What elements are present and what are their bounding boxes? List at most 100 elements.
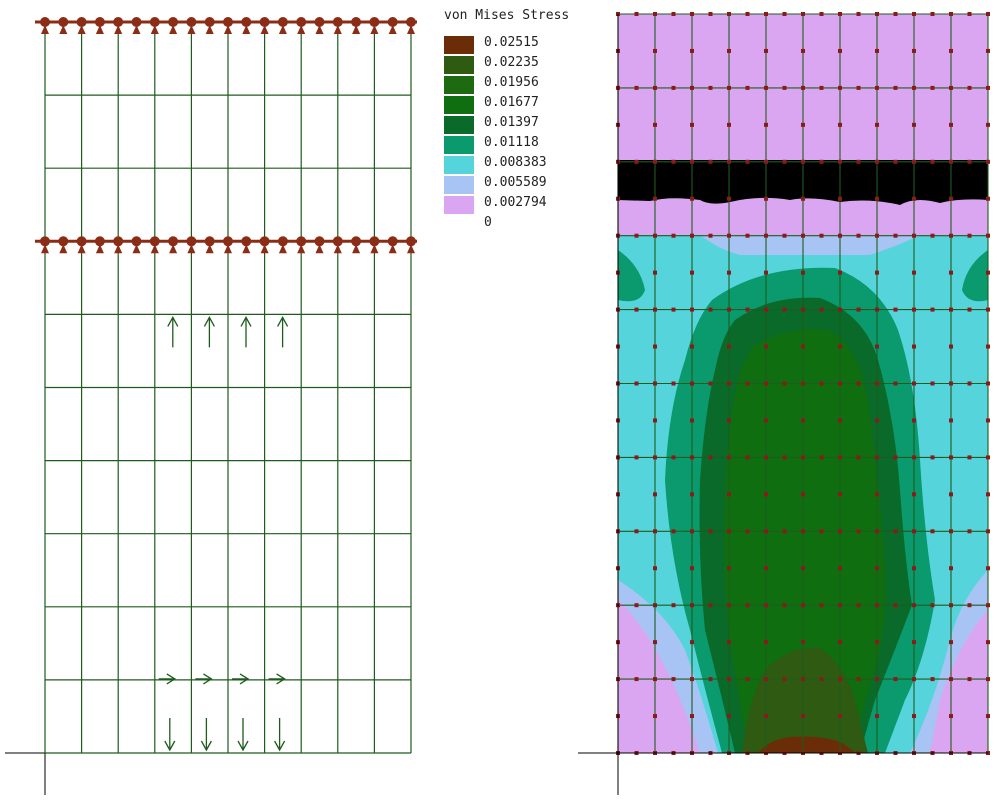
mesh-node	[838, 492, 842, 497]
mesh-node	[893, 603, 898, 608]
load-arrow-right	[195, 673, 213, 685]
mesh-node	[856, 603, 861, 608]
mesh-node	[875, 677, 879, 682]
mesh-node	[986, 159, 990, 164]
mesh-node	[708, 159, 713, 164]
mesh-node	[875, 529, 879, 534]
mesh-node	[801, 307, 805, 312]
support-icon	[406, 17, 416, 34]
mesh-node	[801, 603, 805, 608]
support-icon	[241, 236, 252, 254]
mesh-node	[690, 307, 694, 312]
support-icon	[296, 236, 307, 254]
mesh-node	[856, 677, 861, 682]
mesh-node	[801, 566, 805, 571]
mesh-node	[671, 603, 676, 608]
mesh-node	[986, 307, 990, 312]
mesh-node	[930, 529, 935, 534]
mesh-node	[967, 12, 972, 16]
mesh-node	[727, 159, 731, 164]
legend-label: 0.01677	[484, 95, 539, 110]
mesh-node	[819, 455, 824, 460]
mesh-node	[801, 677, 805, 682]
mesh-node	[967, 455, 972, 460]
mesh-node	[764, 529, 768, 534]
mesh-node	[634, 603, 639, 608]
mesh-node	[912, 714, 916, 719]
mesh-node	[764, 492, 768, 497]
mesh-node	[893, 12, 898, 16]
support-icon	[113, 236, 124, 254]
support-icon	[186, 236, 197, 254]
contour-band-0.01677	[724, 329, 886, 753]
mesh-node	[949, 270, 953, 275]
mesh-node	[875, 344, 879, 349]
mesh-node	[949, 566, 953, 571]
legend-swatch	[444, 56, 474, 74]
mesh-node	[764, 455, 768, 460]
mesh-node	[727, 455, 731, 460]
mesh-node	[671, 529, 676, 534]
legend-label: 0.02515	[484, 35, 539, 50]
mesh-node	[875, 714, 879, 719]
load-arrow-up	[203, 316, 215, 348]
mesh-node	[634, 455, 639, 460]
mesh-node	[967, 603, 972, 608]
mesh-node	[764, 48, 768, 53]
mesh-node	[912, 603, 916, 608]
mesh-node	[838, 12, 842, 16]
mesh-node	[856, 455, 861, 460]
support-icon	[351, 17, 362, 34]
mesh-node	[801, 233, 805, 238]
mesh-node	[838, 307, 842, 312]
mesh-node	[727, 344, 731, 349]
legend-label: 0.005589	[484, 175, 547, 190]
support-icon	[204, 236, 215, 254]
support-icon	[40, 236, 50, 254]
mesh-node	[986, 344, 990, 349]
support-icon	[296, 17, 307, 34]
support-icon	[314, 236, 325, 254]
mesh-node	[690, 640, 694, 645]
mesh-node	[727, 603, 731, 608]
mesh-node	[819, 12, 824, 16]
mesh-node	[930, 455, 935, 460]
legend-label: 0	[484, 215, 492, 230]
mesh-node	[949, 344, 953, 349]
legend-swatch	[444, 36, 474, 54]
mesh-node	[727, 566, 731, 571]
mesh-node	[782, 159, 787, 164]
mesh-node	[986, 418, 990, 423]
mesh-node	[893, 455, 898, 460]
mesh-node	[930, 159, 935, 164]
load-arrow-up	[167, 316, 179, 348]
mesh-node	[634, 677, 639, 682]
mesh-node	[949, 714, 953, 719]
legend-label: 0.01118	[484, 135, 539, 150]
load-arrow-down	[164, 718, 176, 752]
mesh-node	[912, 455, 916, 460]
mesh-node	[930, 677, 935, 682]
mesh-node	[986, 122, 990, 127]
support-icon	[277, 17, 288, 34]
stress-contour-panel	[578, 12, 990, 795]
mesh-node	[634, 233, 639, 238]
mesh-node	[986, 714, 990, 719]
mesh-node	[764, 85, 768, 90]
mesh-node	[801, 492, 805, 497]
mesh-node	[745, 307, 750, 312]
undeformed-mesh-panel	[5, 17, 417, 795]
support-icon	[277, 236, 288, 254]
load-arrow-right	[158, 673, 177, 685]
mesh-node	[875, 85, 879, 90]
mesh-node	[690, 196, 694, 201]
mesh-node	[801, 344, 805, 349]
mesh-node	[782, 12, 787, 16]
support-icon	[314, 17, 325, 34]
mesh-node	[745, 603, 750, 608]
legend-label: 0.01956	[484, 75, 539, 90]
mesh-node	[727, 12, 731, 16]
mesh-node	[690, 344, 694, 349]
mesh-node	[912, 529, 916, 534]
mesh-node	[838, 418, 842, 423]
